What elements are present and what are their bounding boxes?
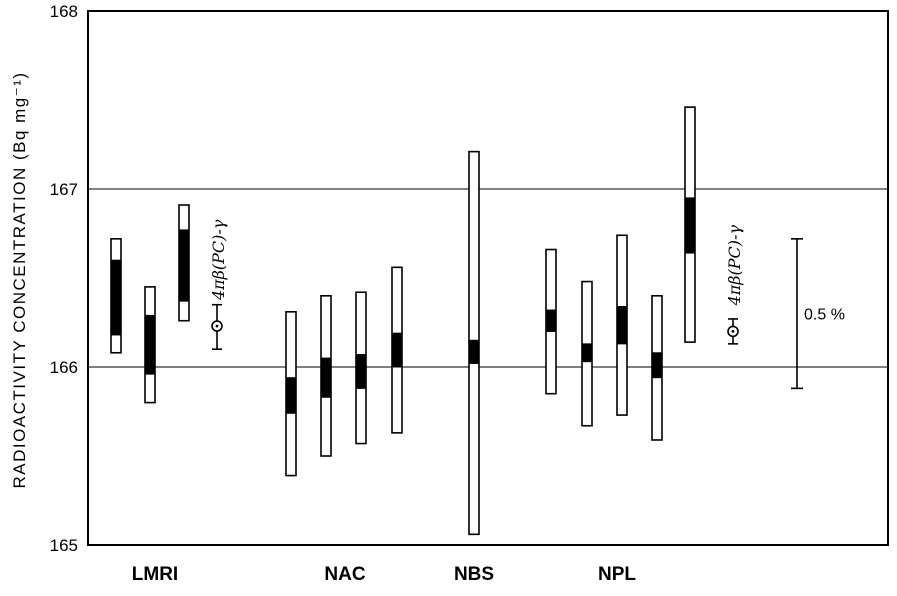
range-bar-inner xyxy=(110,259,122,336)
range-bar-inner xyxy=(684,197,696,254)
plot-frame xyxy=(87,10,889,546)
range-bar-inner xyxy=(581,343,593,363)
group-label: NAC xyxy=(324,564,365,585)
range-bar-inner xyxy=(391,332,403,368)
range-bar-inner xyxy=(545,309,557,332)
gridlines xyxy=(88,188,888,368)
range-bar-inner xyxy=(320,357,332,398)
group-label: LMRI xyxy=(132,564,178,585)
range-bar-inner xyxy=(355,354,367,389)
range-bar-inner xyxy=(178,229,190,302)
y-axis-ticks: 165 166 167 168 xyxy=(50,2,78,555)
y-tick-label: 165 xyxy=(50,536,78,555)
group-label: NPL xyxy=(598,564,636,585)
range-bars xyxy=(110,106,696,536)
point-marker-center xyxy=(215,324,219,328)
range-bar-inner xyxy=(285,377,297,414)
group-label: NBS xyxy=(454,564,494,585)
method-annotation: 4πβ(PC)-γ xyxy=(725,225,744,307)
method-annotation: 4πβ(PC)-γ xyxy=(209,219,228,301)
range-bar-inner xyxy=(144,314,156,375)
point-marker-center xyxy=(731,330,735,333)
y-tick-label: 166 xyxy=(50,358,78,377)
y-tick-label: 168 xyxy=(50,2,78,21)
scale-bar: 0.5 % xyxy=(791,238,845,390)
range-bar-inner xyxy=(616,305,628,345)
point-estimates: 4πβ(PC)-γ 4πβ(PC)-γ xyxy=(209,219,744,351)
y-axis-label: RADIOACTIVITY CONCENTRATION (Bq mg⁻¹) xyxy=(10,71,29,488)
range-bar-inner xyxy=(651,352,663,379)
scale-bar-label: 0.5 % xyxy=(804,307,845,324)
y-tick-label: 167 xyxy=(50,180,78,199)
group-labels: LMRI NAC NBS NPL xyxy=(132,564,637,585)
range-bar-inner xyxy=(468,339,480,364)
